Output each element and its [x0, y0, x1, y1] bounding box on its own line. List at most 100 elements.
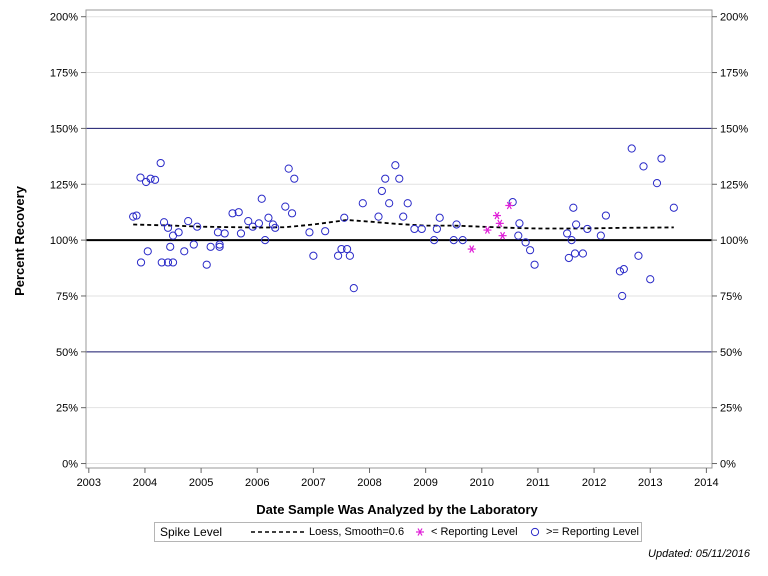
reporting-level-point — [377, 186, 386, 196]
reporting-level-point — [290, 174, 299, 183]
below-reporting-point — [467, 245, 476, 253]
y-axis-title: Percent Recovery — [12, 185, 27, 296]
reporting-level-point — [429, 236, 439, 245]
reporting-level-point — [309, 251, 318, 260]
reporting-level-point — [618, 291, 627, 301]
reporting-level-point — [163, 223, 173, 232]
below-reporting-point — [495, 219, 504, 228]
axis-ticks: 0% 0% 25% 25% 50% 50% 75% 75% 100% 100% 125% 125% 15… — [50, 12, 748, 489]
reporting-level-point — [284, 164, 293, 173]
x-tick-label: 2012 — [582, 477, 606, 489]
reporting-level-point — [634, 251, 643, 260]
x-tick-label: 2014 — [694, 477, 718, 489]
reporting-level-point — [206, 242, 215, 251]
reporting-level-point — [615, 267, 625, 276]
reporting-level-point — [213, 228, 223, 237]
legend-asterisk-swatch — [416, 528, 424, 536]
reporting-level-point — [652, 179, 662, 188]
x-tick-label: 2011 — [526, 477, 550, 489]
reporting-level-point — [129, 212, 138, 221]
reporting-level-point — [395, 174, 404, 183]
reporting-level-point — [627, 144, 636, 153]
y-tick-label-left: 75% — [56, 291, 78, 303]
reporting-level-point — [143, 247, 152, 256]
reporting-level-point — [530, 260, 539, 269]
reporting-level-point — [345, 251, 354, 260]
reporting-level-point — [146, 174, 155, 183]
reporting-level-point — [337, 244, 346, 254]
updated-date: Updated: 05/11/2016 — [648, 548, 750, 560]
reporting-level-point — [271, 223, 280, 232]
reporting-level-point — [202, 260, 211, 269]
reporting-level-point — [254, 219, 264, 228]
reporting-level-point — [228, 209, 237, 218]
legend-title: Spike Level — [160, 525, 223, 539]
reporting-level-point — [578, 249, 587, 258]
asterisk-stroke — [500, 231, 506, 240]
asterisk-stroke — [506, 201, 512, 210]
reporting-level-point — [583, 224, 592, 234]
reporting-level-point — [342, 244, 352, 254]
reporting-level-point — [358, 199, 367, 208]
reporting-level-point — [136, 258, 146, 267]
reporting-level-point — [287, 209, 297, 218]
y-tick-label-left: 175% — [50, 68, 78, 80]
reporting-level-point — [159, 218, 169, 227]
below-reporting-point — [505, 201, 514, 210]
reporting-level-point — [449, 236, 458, 245]
reporting-level-point — [166, 242, 175, 251]
reporting-level-point — [391, 161, 400, 170]
reporting-level-point — [385, 199, 394, 208]
reporting-level-point — [248, 222, 257, 231]
reporting-level-point — [184, 217, 193, 226]
reporting-level-point — [514, 231, 523, 240]
reporting-level-point — [435, 213, 444, 222]
legend-at-or-above-reporting-label: >= Reporting Level — [546, 526, 639, 538]
x-tick-label: 2007 — [301, 477, 325, 489]
loess-line — [133, 219, 674, 230]
legend: Spike Level Loess, Smooth=0.6 < Reportin… — [154, 522, 642, 542]
reporting-level-point — [264, 213, 273, 222]
x-tick-label: 2003 — [77, 477, 101, 489]
reporting-level-point — [193, 222, 202, 231]
data-points — [129, 144, 678, 301]
reporting-level-point — [563, 229, 572, 238]
y-tick-label-left: 25% — [56, 403, 78, 415]
reporting-level-point — [260, 236, 270, 245]
reporting-level-point — [321, 227, 330, 236]
reporting-level-point — [515, 219, 524, 228]
reporting-level-point — [521, 238, 530, 247]
reporting-level-point — [564, 253, 573, 263]
x-tick-label: 2010 — [470, 477, 494, 489]
asterisk-stroke — [469, 245, 475, 253]
reporting-level-point — [458, 236, 467, 245]
reporting-level-point — [567, 236, 576, 245]
y-tick-label-right: 50% — [720, 347, 742, 359]
y-tick-label-left: 0% — [62, 459, 78, 471]
y-tick-label-left: 150% — [50, 123, 78, 135]
reporting-level-point — [215, 240, 224, 249]
reporting-level-point — [601, 211, 610, 220]
legend-circle-swatch — [530, 527, 540, 537]
reporting-level-point — [236, 229, 246, 238]
reporting-level-point — [374, 212, 383, 221]
reporting-level-point — [157, 258, 166, 267]
x-tick-label: 2013 — [638, 477, 662, 489]
reporting-level-point — [340, 213, 349, 222]
below-reporting-point — [492, 211, 501, 220]
reporting-level-point — [244, 217, 253, 226]
reporting-level-point — [189, 240, 198, 249]
reporting-level-point — [220, 229, 229, 238]
reporting-level-point — [639, 162, 648, 171]
reporting-level-point — [417, 224, 426, 234]
x-tick-label: 2008 — [357, 477, 381, 489]
x-tick-label: 2009 — [413, 477, 437, 489]
asterisk-stroke — [497, 219, 503, 228]
reporting-level-point — [452, 220, 461, 229]
reporting-level-point — [132, 211, 141, 220]
below-reporting-point — [498, 231, 507, 240]
x-tick-label: 2005 — [189, 477, 213, 489]
y-tick-label-left: 200% — [50, 12, 78, 24]
reporting-level-point — [399, 212, 408, 221]
x-tick-label: 2006 — [245, 477, 269, 489]
